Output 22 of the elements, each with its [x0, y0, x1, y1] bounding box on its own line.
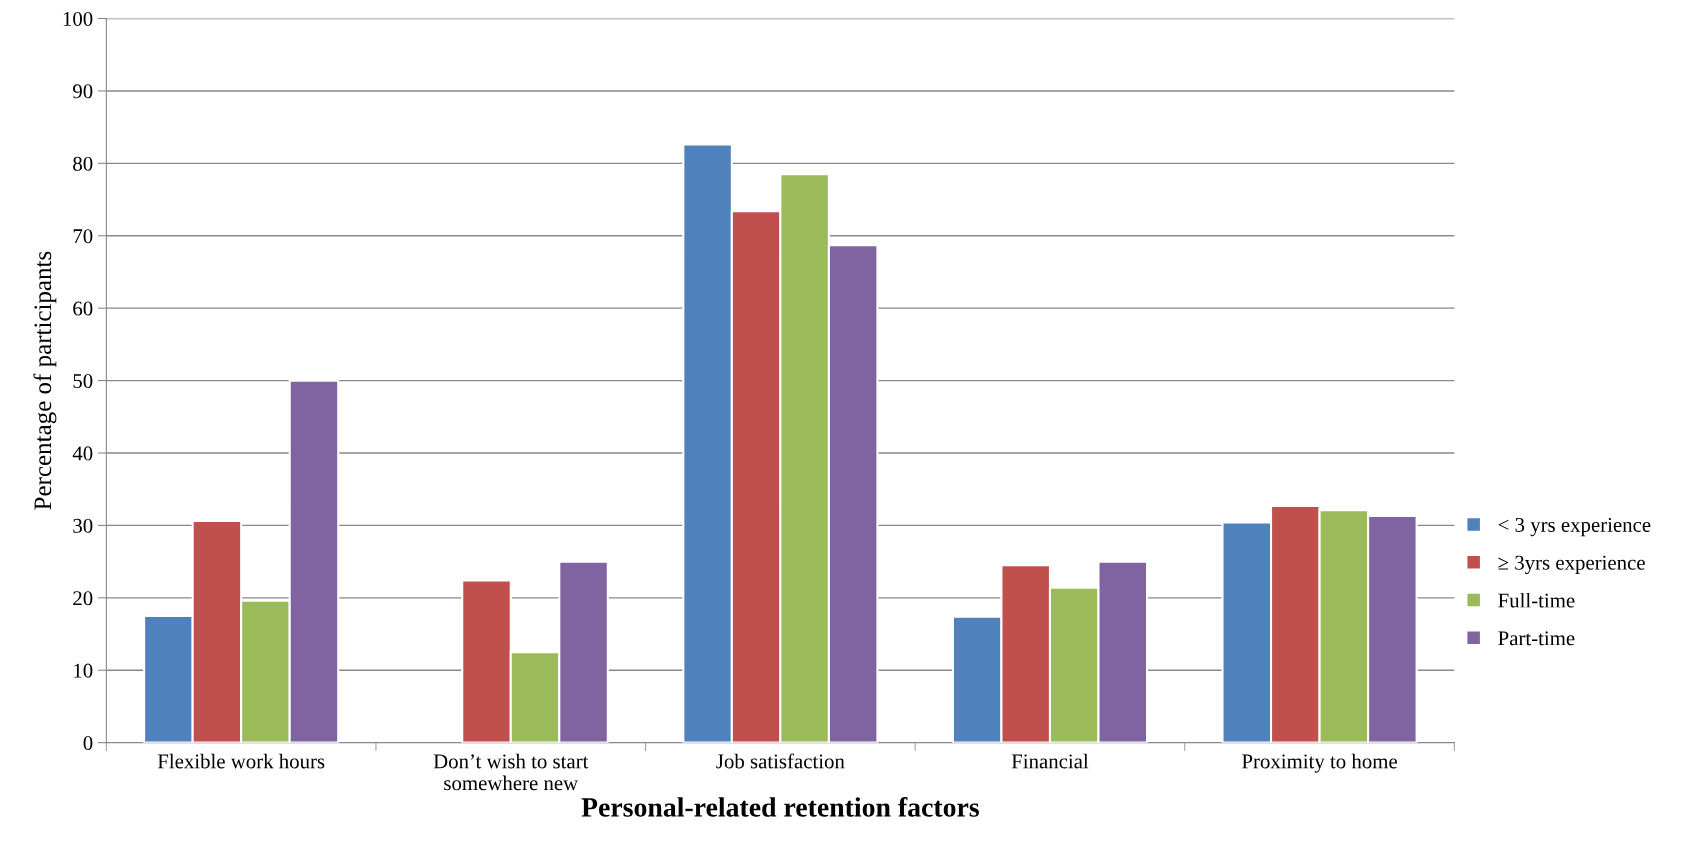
y-tick-label: 30: [73, 518, 93, 533]
y-tick-label: 20: [73, 591, 93, 606]
y-tick-label: 90: [73, 84, 93, 99]
x-tick-label: Job satisfaction: [716, 753, 845, 769]
y-tick-label: 60: [73, 301, 93, 316]
y-tick-label: 70: [73, 229, 93, 244]
x-tick-label: Don’t wish to start somewhere new: [433, 753, 589, 791]
y-tick-label: 10: [74, 663, 93, 678]
y-tick-label: 100: [63, 11, 93, 26]
legend-label: Part-time: [1498, 631, 1575, 646]
x-axis-title: Personal-related retention factors: [581, 796, 979, 817]
y-tick-label: 80: [73, 156, 93, 171]
legend-label: ≥ 3yrs experience: [1498, 555, 1645, 575]
x-tick-label: Proximity to home: [1242, 753, 1397, 773]
y-tick-label: 50: [73, 373, 93, 389]
legend-label: Full-time: [1498, 592, 1575, 608]
y-tick-label: 0: [83, 736, 93, 751]
y-axis-title: Percentage of participants: [33, 251, 57, 510]
x-tick-label: Financial: [1011, 753, 1089, 769]
x-tick-label: Flexible work hours: [157, 753, 325, 769]
y-tick-label: 40: [72, 446, 93, 461]
legend-label: < 3 yrs experience: [1498, 517, 1651, 537]
